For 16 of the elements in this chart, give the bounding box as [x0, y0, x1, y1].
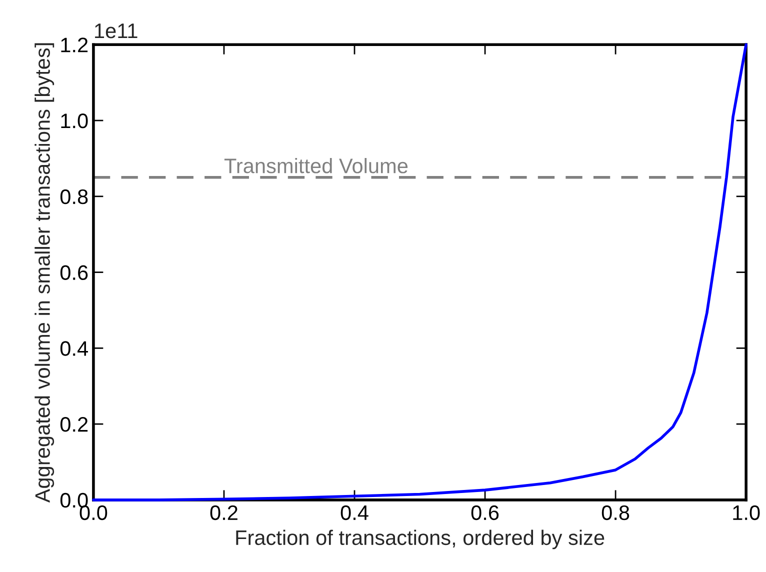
x-tick-label: 0.2: [210, 505, 238, 520]
x-tick-label: 0.4: [340, 505, 368, 520]
x-tick-label: 0.8: [602, 505, 630, 520]
y-tick-label: 1.2: [61, 38, 88, 52]
ref-line-label: Transmitted Volume: [224, 158, 408, 174]
y-tick-label: 0.4: [60, 341, 88, 356]
y-tick-label: 0.2: [60, 417, 88, 432]
y-axis-title: Aggregated volume in smaller transactions [bytes]: [34, 43, 54, 503]
x-tick-label: 1.0: [733, 505, 760, 520]
y-tick-label: 1.0: [61, 114, 88, 128]
x-axis-title: Fraction of transactions, ordered by size: [236, 530, 604, 550]
y-tick-label: 0.8: [60, 189, 88, 204]
x-tick-label: 0.6: [471, 505, 499, 520]
y-tick-label: 0.6: [60, 265, 88, 280]
line-series: [92, 43, 748, 502]
text: 1e11: [95, 24, 138, 38]
